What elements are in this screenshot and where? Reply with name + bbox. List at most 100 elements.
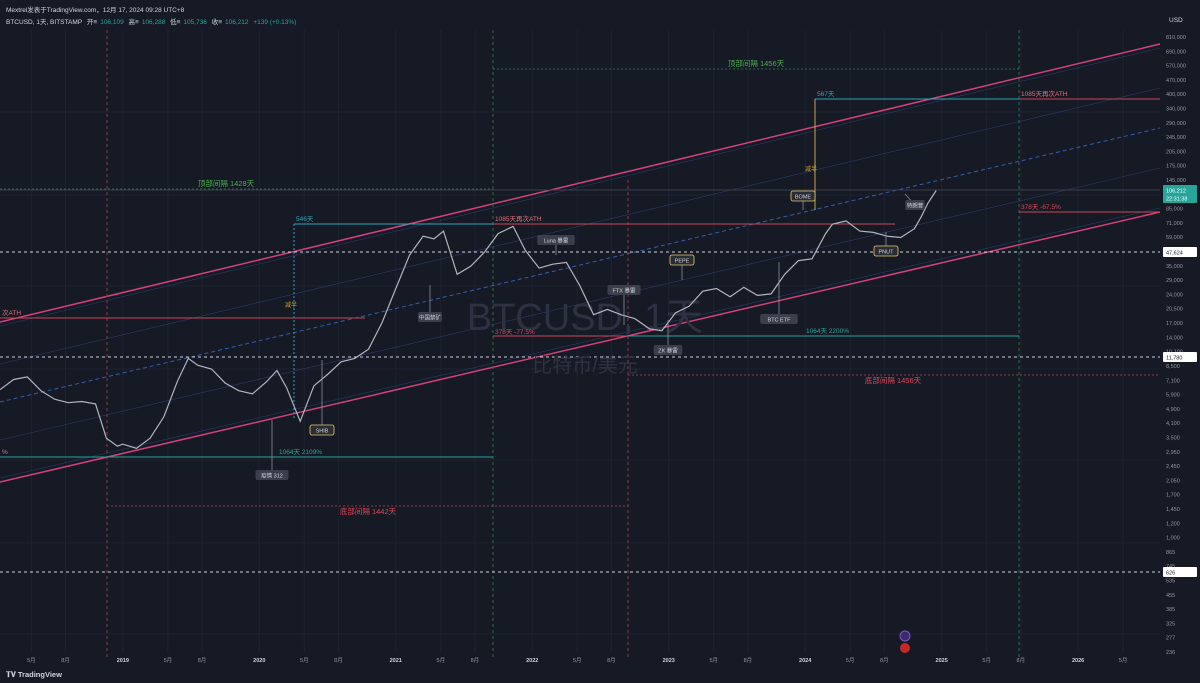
btc-price-line bbox=[0, 190, 937, 449]
event-label: ZK 暴雷 bbox=[658, 348, 678, 355]
price-tick-label: 385 bbox=[1166, 607, 1175, 613]
channel-lower-line bbox=[0, 211, 1161, 483]
price-tick-label: 4,100 bbox=[1166, 421, 1180, 427]
countdown-badge: 22:31:38 bbox=[1166, 197, 1187, 203]
current-price-badge-bg bbox=[1163, 185, 1197, 195]
days-567-label: 567天 bbox=[817, 90, 835, 98]
chart-grid bbox=[0, 30, 1160, 652]
price-tick-label: 8,500 bbox=[1166, 364, 1180, 370]
time-tick-label: 8月 bbox=[744, 657, 753, 664]
price-tick-label: 236 bbox=[1166, 650, 1175, 656]
rise-1064-label: 1064天 2109% bbox=[279, 448, 322, 456]
event-label: BTC ETF bbox=[768, 318, 792, 324]
symbol-watermark: BTCUSD, 1天 比特币/美元 bbox=[467, 297, 703, 377]
event-box bbox=[537, 235, 575, 245]
time-tick-label: 8月 bbox=[607, 657, 616, 664]
level-badge-bg bbox=[1163, 567, 1197, 577]
price-axis: 810,000 690,000 570,000 470,000 400,000 340,0… bbox=[1160, 28, 1200, 658]
price-tick-label: 3,500 bbox=[1166, 435, 1180, 441]
price-tick-label: 29,000 bbox=[1166, 278, 1183, 284]
price-tick-label: 35,000 bbox=[1166, 264, 1183, 270]
days-546-label: 546天 bbox=[296, 215, 314, 223]
bottom-interval-1-label: 底部间隔 1442天 bbox=[340, 506, 397, 516]
price-tick-label: 2,050 bbox=[1166, 478, 1180, 484]
time-tick-label: 5月 bbox=[437, 657, 446, 664]
low-value: 105,736 bbox=[183, 19, 207, 26]
event-labels: SHIB 疫情 312 中国禁矿 Luna 暴雷 FTX 暴雷 ZK 暴雷 PEPE BTC … bbox=[255, 190, 925, 480]
close-label: 收≡ bbox=[211, 19, 223, 26]
channel-sub-line bbox=[0, 207, 1161, 479]
time-tick-label: 5月 bbox=[1119, 657, 1128, 664]
time-tick-label: 2019 bbox=[117, 658, 129, 664]
time-tick-label: 2023 bbox=[663, 658, 675, 664]
level-badge-bg bbox=[1163, 247, 1197, 257]
event-box bbox=[873, 245, 899, 257]
price-tick-label: 2,450 bbox=[1166, 464, 1180, 470]
event-label: 中国禁矿 bbox=[419, 314, 442, 322]
low-label: 低≡ bbox=[170, 19, 181, 26]
tradingview-logo[interactable]: 𝐓𝐕 TradingView bbox=[6, 670, 62, 679]
price-tick-label: 1,000 bbox=[1166, 536, 1180, 542]
halving-label: 减半 bbox=[285, 301, 297, 309]
symbol-label[interactable]: BTCUSD, 1天, BITSTAMP bbox=[6, 19, 83, 26]
time-tick-label: 5月 bbox=[300, 657, 309, 664]
price-tick-label: 535 bbox=[1166, 578, 1175, 584]
channel-mid-line bbox=[0, 127, 1161, 403]
level-badge: 626 bbox=[1166, 571, 1175, 577]
halving-label: 减半 bbox=[805, 165, 817, 173]
time-tick-label: 5月 bbox=[982, 657, 991, 664]
event-label: PEPE bbox=[675, 259, 690, 265]
drop-378-label: 378天 -77.5% bbox=[495, 328, 535, 336]
price-tick-label: 1,450 bbox=[1166, 507, 1180, 513]
top-interval-1-label: 顶部间隔 1428天 bbox=[198, 178, 255, 188]
chart-header: Mextrel发表于TradingView.com，12月 17, 2024 0… bbox=[0, 0, 1200, 28]
price-tick-label: 290,000 bbox=[1166, 121, 1186, 127]
time-tick-label: 2025 bbox=[936, 658, 948, 664]
price-tick-label: 1,700 bbox=[1166, 493, 1180, 499]
time-tick-label: 2020 bbox=[253, 658, 265, 664]
event-box bbox=[607, 285, 641, 295]
open-value: 106,109 bbox=[100, 19, 124, 26]
change-value: +139 (+0.13%) bbox=[253, 19, 297, 26]
misc-markers bbox=[899, 630, 911, 653]
time-tick-label: 5月 bbox=[846, 657, 855, 664]
price-tick-label: 455 bbox=[1166, 593, 1175, 599]
price-tick-label: 400,000 bbox=[1166, 92, 1186, 98]
time-tick-label: 5月 bbox=[573, 657, 582, 664]
price-tick-label: 145,000 bbox=[1166, 178, 1186, 184]
channel-sub-line bbox=[0, 167, 1161, 441]
price-tick-label: 59,000 bbox=[1166, 235, 1183, 241]
footer-bar: 𝐓𝐕 TradingView bbox=[0, 667, 1200, 683]
top-interval-2-label: 顶部间隔 1456天 bbox=[728, 58, 785, 68]
time-tick-label: 5月 bbox=[164, 657, 173, 664]
level-badge-bg bbox=[1163, 352, 1197, 362]
ohlc-line: BTCUSD, 1天, BITSTAMP 开≡ 106,109 高≡ 106,288… bbox=[6, 16, 299, 26]
level-badge: 11,780 bbox=[1166, 356, 1182, 362]
time-axis: 5月 8月 2019 5月 8月 2020 5月 8月 2021 5月 8月 2022 5月 8月 2023… bbox=[27, 657, 1127, 664]
event-label: 特朗普 bbox=[907, 202, 924, 210]
currency-label: USD bbox=[1169, 17, 1183, 24]
price-tick-label: 325 bbox=[1166, 621, 1175, 627]
price-tick-label: 4,900 bbox=[1166, 407, 1180, 413]
event-label: BOME bbox=[795, 195, 812, 201]
ath-1085-label: 1085天再次ATH bbox=[495, 214, 542, 223]
price-tick-label: 17,000 bbox=[1166, 321, 1183, 327]
ath-1085-label: 1085天再次ATH bbox=[1021, 89, 1068, 98]
high-label: 高≡ bbox=[128, 19, 139, 26]
price-tick-label: 5,900 bbox=[1166, 393, 1180, 399]
flash-icon bbox=[899, 630, 911, 642]
level-badge: 47,624 bbox=[1166, 251, 1183, 257]
price-tick-label: 340,000 bbox=[1166, 107, 1186, 113]
price-tick-label: 71,000 bbox=[1166, 221, 1183, 227]
price-tick-label: 865 bbox=[1166, 550, 1175, 556]
price-tick-label: 1,200 bbox=[1166, 521, 1180, 527]
time-tick-label: 8月 bbox=[1017, 657, 1026, 664]
watermark-name: 比特币/美元 bbox=[532, 354, 638, 377]
chart-drawings bbox=[0, 30, 1160, 660]
event-label: 疫情 312 bbox=[261, 472, 283, 480]
countdown-badge-bg bbox=[1163, 193, 1197, 203]
event-box bbox=[653, 345, 683, 355]
price-tick-label: 470,000 bbox=[1166, 78, 1186, 84]
time-tick-label: 2022 bbox=[526, 658, 538, 664]
